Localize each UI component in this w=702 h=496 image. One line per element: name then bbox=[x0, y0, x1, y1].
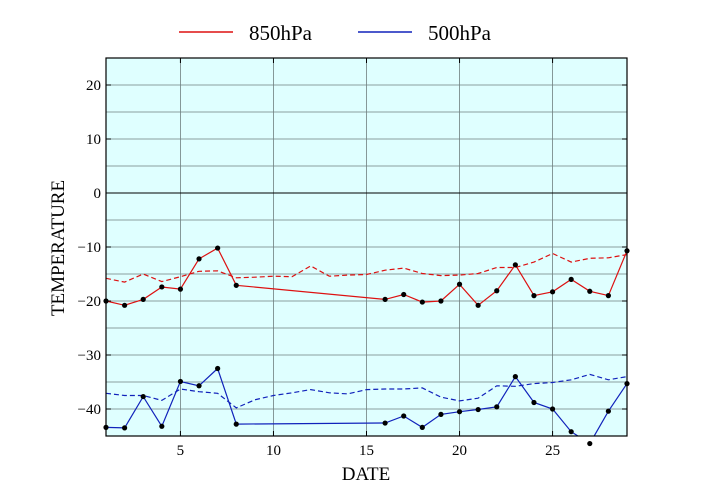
data-point bbox=[605, 408, 611, 414]
data-point bbox=[587, 288, 593, 294]
data-point bbox=[122, 425, 128, 431]
data-point bbox=[159, 284, 165, 290]
data-point bbox=[549, 289, 556, 295]
legend: 850hPa 500hPa bbox=[179, 21, 492, 45]
data-point bbox=[122, 302, 128, 308]
data-point bbox=[475, 406, 481, 413]
legend-label: 500hPa bbox=[428, 21, 492, 45]
data-point bbox=[382, 296, 388, 302]
legend-label: 850hPa bbox=[249, 21, 313, 45]
data-point bbox=[512, 262, 518, 268]
data-point bbox=[215, 365, 221, 372]
series-lines bbox=[106, 247, 627, 436]
data-point bbox=[568, 429, 574, 435]
data-point bbox=[456, 281, 463, 287]
data-point bbox=[531, 293, 537, 299]
data-point bbox=[233, 421, 239, 427]
y-tick-label: −20 bbox=[78, 294, 101, 310]
data-point bbox=[456, 409, 463, 415]
data-point bbox=[494, 288, 500, 294]
data-point bbox=[475, 302, 481, 308]
data-point bbox=[419, 299, 425, 305]
y-tick-label: −10 bbox=[78, 240, 101, 256]
data-point bbox=[494, 404, 500, 410]
data-point bbox=[233, 282, 239, 288]
y-tick-label: −40 bbox=[78, 402, 101, 418]
data-point bbox=[215, 245, 221, 251]
x-tick-label: 15 bbox=[359, 443, 374, 459]
data-point bbox=[401, 291, 407, 298]
data-point bbox=[605, 293, 611, 299]
y-axis-title: TEMPERATURE bbox=[48, 180, 69, 316]
data-point bbox=[140, 393, 146, 400]
series-line-2 bbox=[106, 367, 627, 436]
data-point bbox=[419, 424, 425, 430]
data-point bbox=[531, 399, 537, 406]
y-tick-label: −30 bbox=[78, 348, 101, 364]
y-tick-label: 20 bbox=[86, 78, 101, 94]
x-tick-label: 5 bbox=[177, 443, 185, 459]
x-tick-label: 10 bbox=[266, 443, 281, 459]
data-point bbox=[568, 276, 574, 282]
y-tick-label: 10 bbox=[86, 132, 101, 148]
data-point bbox=[438, 411, 444, 417]
data-series bbox=[103, 245, 630, 447]
data-point bbox=[177, 378, 184, 385]
data-point bbox=[438, 298, 444, 304]
x-tick-label: 25 bbox=[545, 443, 560, 459]
x-axis-title: DATE bbox=[342, 464, 391, 485]
data-point bbox=[196, 383, 202, 389]
y-tick-label: 0 bbox=[94, 186, 102, 202]
data-point bbox=[159, 423, 165, 429]
data-point bbox=[587, 440, 593, 447]
data-point bbox=[512, 374, 518, 380]
series-line-3 bbox=[106, 373, 627, 409]
x-tick-label: 20 bbox=[452, 443, 467, 459]
data-point bbox=[549, 406, 556, 412]
data-point bbox=[196, 256, 202, 262]
series-line-0 bbox=[106, 247, 627, 307]
series-markers bbox=[103, 245, 630, 447]
data-point bbox=[382, 420, 388, 426]
axis-ticks: 5 10 15 20 25 20 10 0 −10 −20 −30 −40 bbox=[78, 58, 627, 459]
data-point bbox=[401, 413, 407, 419]
data-point bbox=[177, 286, 184, 292]
series-line-1 bbox=[106, 252, 627, 283]
data-point bbox=[140, 296, 146, 302]
